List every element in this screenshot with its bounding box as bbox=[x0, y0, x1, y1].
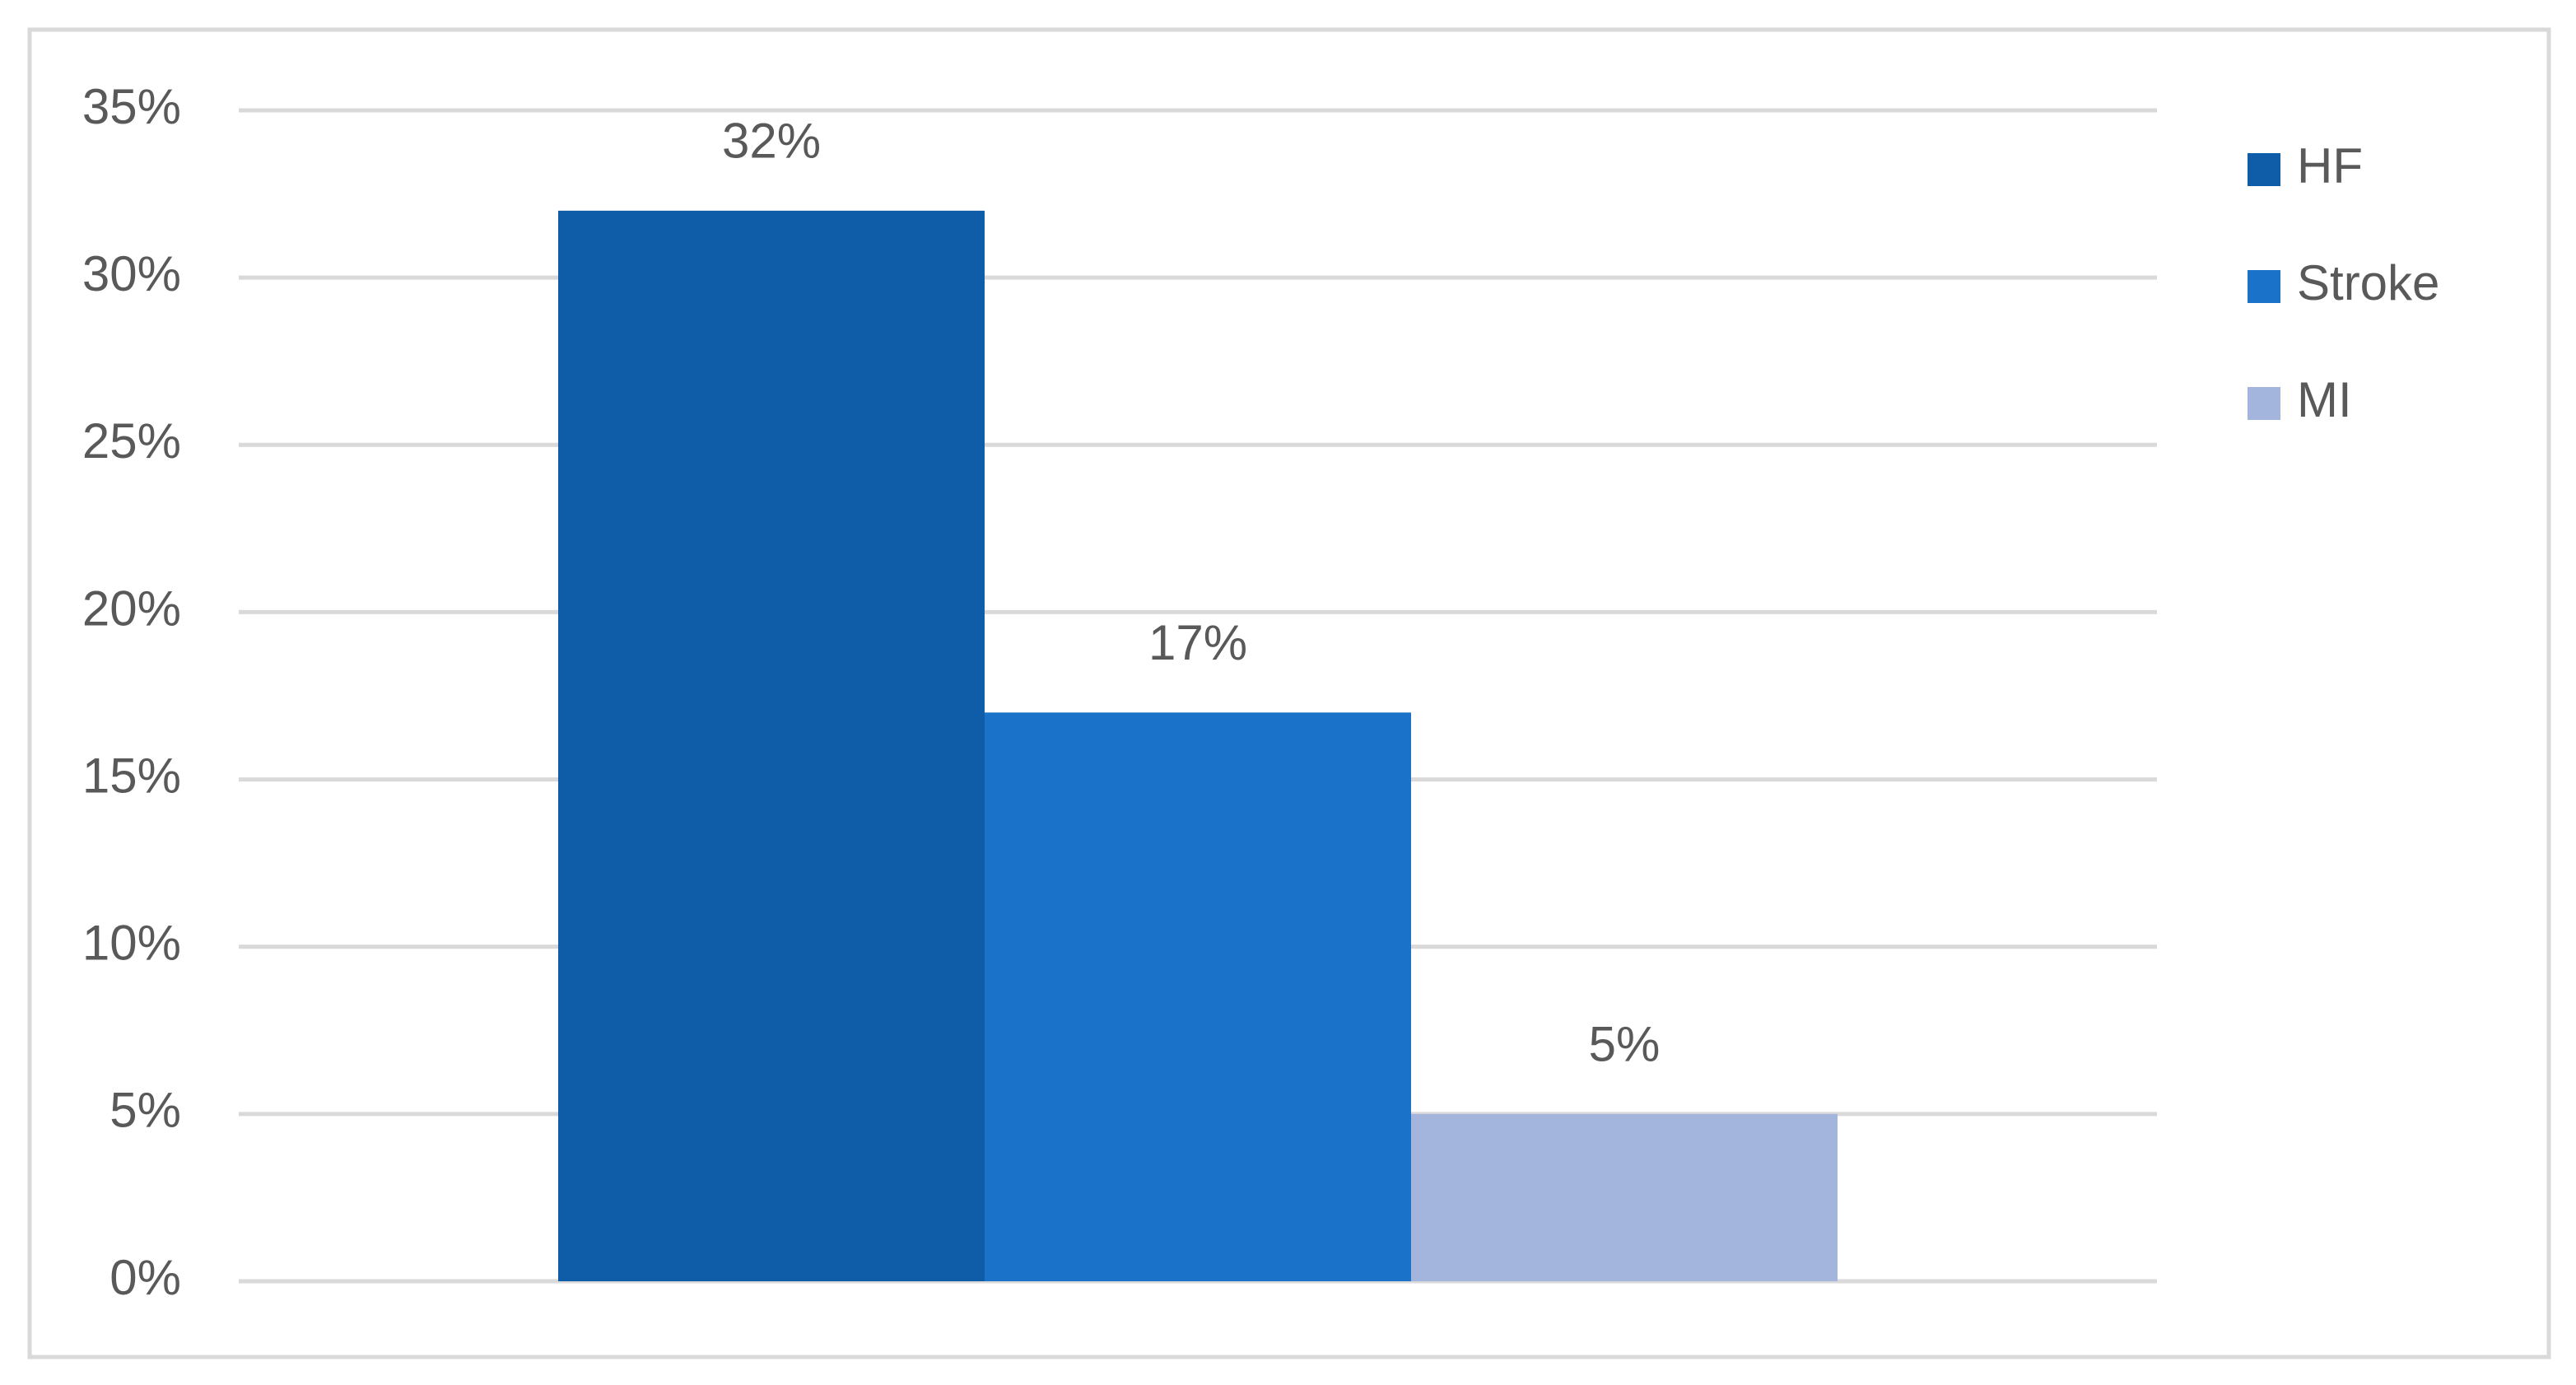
bar bbox=[985, 712, 1411, 1281]
legend-swatch bbox=[2248, 387, 2280, 420]
y-tick-label: 35% bbox=[82, 79, 181, 134]
value-label: 5% bbox=[1589, 1017, 1661, 1072]
value-label: 17% bbox=[1148, 615, 1247, 670]
bar bbox=[558, 210, 985, 1281]
y-tick-label: 5% bbox=[109, 1083, 181, 1138]
y-tick-label: 10% bbox=[82, 916, 181, 971]
y-tick-label: 30% bbox=[82, 246, 181, 301]
y-tick-label: 20% bbox=[82, 581, 181, 636]
value-label: 32% bbox=[722, 114, 821, 169]
y-tick-label: 0% bbox=[109, 1250, 181, 1305]
y-tick-label: 25% bbox=[82, 413, 181, 469]
legend-swatch bbox=[2248, 153, 2280, 186]
legend-label: MI bbox=[2297, 372, 2352, 427]
bar bbox=[1411, 1113, 1838, 1281]
y-tick-label: 15% bbox=[82, 748, 181, 803]
legend-swatch bbox=[2248, 270, 2280, 303]
legend-label: Stroke bbox=[2297, 255, 2439, 310]
legend-label: HF bbox=[2297, 138, 2363, 194]
